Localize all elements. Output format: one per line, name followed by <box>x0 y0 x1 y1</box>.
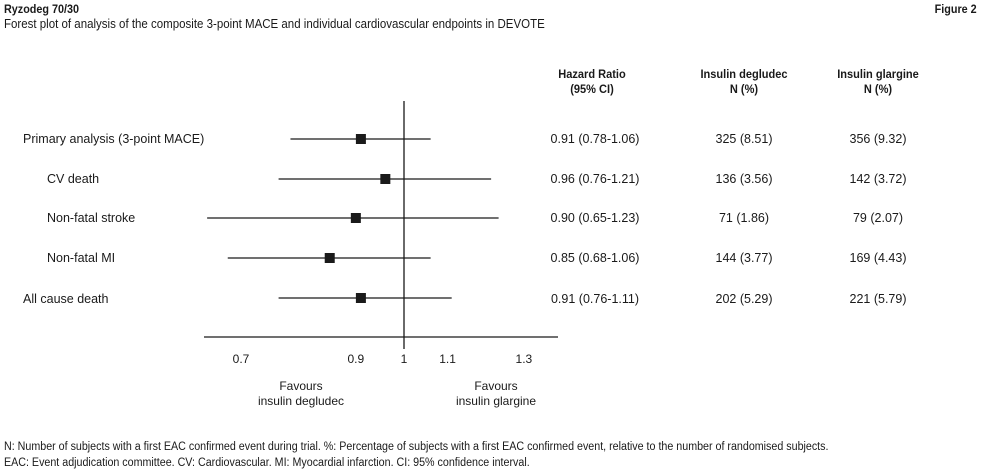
degludec-cell: 136 (3.56) <box>715 172 773 186</box>
degludec-header: Insulin degludec N (%) <box>700 67 787 97</box>
hr-cell: 0.85 (0.68-1.06) <box>550 251 640 265</box>
hazard-ratio-header-line2: (95% CI) <box>570 82 614 96</box>
hazard-ratio-header: Hazard Ratio (95% CI) <box>558 67 625 97</box>
degludec-cell: 202 (5.29) <box>715 292 773 306</box>
degludec-header-line1: Insulin degludec <box>700 67 788 81</box>
point-estimate-marker <box>355 134 366 144</box>
product-name: Ryzodeg 70/30 <box>4 2 80 16</box>
glargine-cell: 356 (9.32) <box>849 132 907 146</box>
favours-glargine-line2: insulin glargine <box>455 394 537 408</box>
degludec-cell: 71 (1.86) <box>718 211 770 225</box>
glargine-header: Insulin glargine N (%) <box>837 67 919 97</box>
x-tick-label: 0.9 <box>347 352 365 366</box>
hr-cell: 0.91 (0.76-1.11) <box>550 292 640 306</box>
glargine-header-line2: N (%) <box>863 82 893 96</box>
glargine-cell: 142 (3.72) <box>849 172 907 186</box>
hazard-ratio-header-line1: Hazard Ratio <box>558 67 626 81</box>
hr-cell: 0.90 (0.65-1.23) <box>550 211 640 225</box>
hr-cell: 0.96 (0.76-1.21) <box>550 172 640 186</box>
point-estimate-marker <box>355 293 366 303</box>
row-label-stroke: Non-fatal stroke <box>47 211 136 225</box>
row-label-cv-death: CV death <box>47 172 100 186</box>
favours-glargine-label: Favours insulin glargine <box>456 379 536 409</box>
row-label-mi: Non-fatal MI <box>47 251 116 265</box>
favours-glargine-line1: Favours <box>474 379 518 393</box>
x-tick-label: 1.1 <box>439 352 456 366</box>
degludec-cell: 325 (8.51) <box>715 132 773 146</box>
degludec-cell: 144 (3.77) <box>715 251 773 265</box>
figure-label: Figure 2 <box>934 2 977 16</box>
glargine-cell: 79 (2.07) <box>852 211 904 225</box>
x-tick-label: 1 <box>400 352 408 366</box>
point-estimate-marker <box>380 174 391 184</box>
x-tick-label: 1.3 <box>515 352 533 366</box>
point-estimate-marker <box>324 253 335 263</box>
favours-degludec-line2: insulin degludec <box>257 394 345 408</box>
glargine-cell: 221 (5.79) <box>849 292 907 306</box>
x-tick-label: 0.7 <box>232 352 250 366</box>
favours-degludec-label: Favours insulin degludec <box>258 379 344 409</box>
glargine-cell: 169 (4.43) <box>849 251 907 265</box>
hr-cell: 0.91 (0.78-1.06) <box>550 132 640 146</box>
row-label-all-cause: All cause death <box>23 292 109 306</box>
footnote-line-2: EAC: Event adjudication committee. CV: C… <box>4 457 530 469</box>
row-label-primary: Primary analysis (3-point MACE) <box>23 132 205 146</box>
figure-subtitle: Forest plot of analysis of the composite… <box>4 17 545 31</box>
glargine-header-line1: Insulin glargine <box>837 67 919 81</box>
degludec-header-line2: N (%) <box>729 82 759 96</box>
favours-degludec-line1: Favours <box>279 379 323 393</box>
footnote-line-1: N: Number of subjects with a first EAC c… <box>4 441 829 453</box>
point-estimate-marker <box>350 213 361 223</box>
